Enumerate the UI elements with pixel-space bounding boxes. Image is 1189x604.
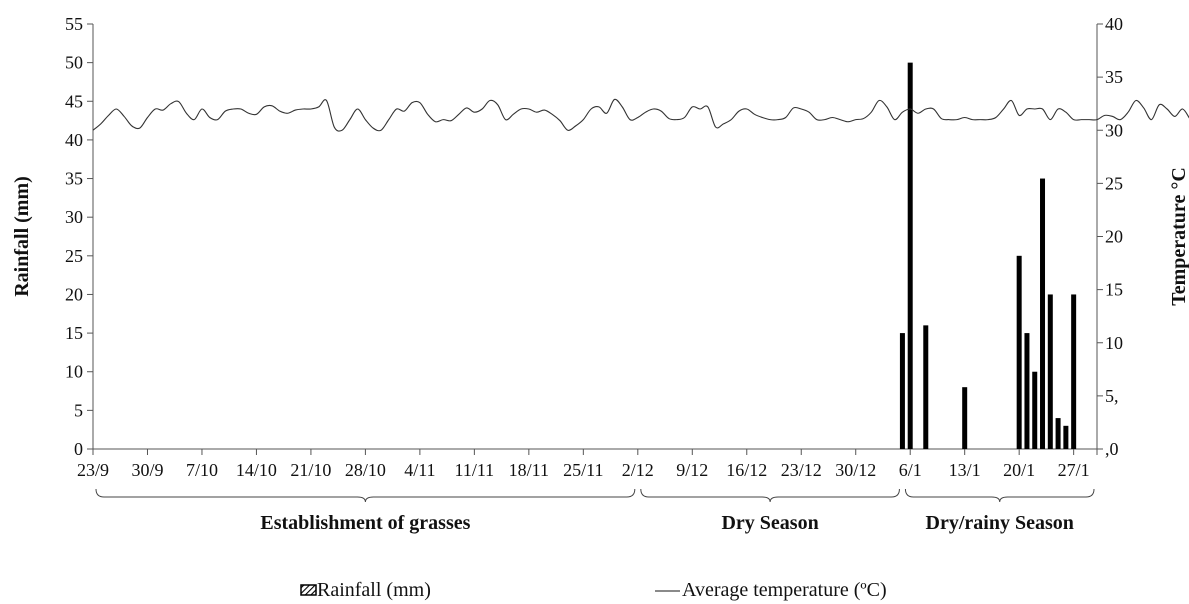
rainfall-bar <box>1032 371 1038 449</box>
temperature-line <box>92 98 1189 132</box>
season-bracket <box>904 488 1095 503</box>
x-tick-label: 7/10 <box>186 460 218 480</box>
x-tick-label: 14/10 <box>236 460 277 480</box>
season-bracket <box>640 488 900 503</box>
y-tick-label: 50 <box>65 53 83 73</box>
y-tick-label: 25 <box>65 246 83 266</box>
rainfall-bar <box>1063 425 1069 449</box>
chart-axes <box>87 23 1103 455</box>
y-tick-label: 10 <box>65 362 83 382</box>
season-label: Dry Season <box>721 512 818 534</box>
y2-axis-title: Temperature °C <box>1168 167 1189 306</box>
temperature-line-group <box>92 98 1189 132</box>
x-tick-label: 13/1 <box>949 460 981 480</box>
y-tick-label: 5 <box>74 400 83 420</box>
y-axis-title: Rainfall (mm) <box>11 176 33 297</box>
x-tick-label: 23/9 <box>77 460 109 480</box>
x-tick-label: 18/11 <box>509 460 549 480</box>
x-tick-label: 4/11 <box>404 460 435 480</box>
y2-tick-label: 40 <box>1105 14 1123 34</box>
chart-labels: 0 5 10 15 20 25 30 35 40 45 50 55 ,0 5, 10 15 20 25 30 35 40… <box>11 14 1189 480</box>
y2-tick-label: 20 <box>1105 227 1123 247</box>
y-tick-label: 35 <box>65 169 83 189</box>
y2-tick-label: 15 <box>1105 280 1123 300</box>
y-tick-label: 15 <box>65 323 83 343</box>
rainfall-bar <box>1055 418 1061 449</box>
rainfall-bar <box>1071 294 1077 449</box>
y-tick-label: 40 <box>65 130 83 150</box>
rainfall-bar <box>907 62 913 450</box>
rainfall-bar <box>1024 333 1030 449</box>
x-tick-label: 30/9 <box>131 460 163 480</box>
rainfall-bar <box>1047 294 1053 449</box>
x-tick-label: 28/10 <box>345 460 386 480</box>
y-tick-label: 45 <box>65 91 83 111</box>
season-brackets: Establishment of grasses Dry Season Dry/ra… <box>95 488 1095 534</box>
legend-temperature-label: Average temperature (ºC) <box>682 579 887 601</box>
season-bracket <box>95 488 636 503</box>
x-tick-label: 2/12 <box>622 460 654 480</box>
x-tick-label: 11/11 <box>455 460 495 480</box>
rainfall-bar <box>1016 255 1022 449</box>
x-tick-label: 16/12 <box>726 460 767 480</box>
y2-tick-label: 25 <box>1105 173 1123 193</box>
legend-rainfall-swatch <box>300 584 317 596</box>
season-label: Establishment of grasses <box>260 512 470 534</box>
rainfall-bar <box>899 333 905 449</box>
y2-tick-label: 10 <box>1105 333 1123 353</box>
x-tick-label: 27/1 <box>1058 460 1090 480</box>
x-tick-label: 21/10 <box>290 460 331 480</box>
season-label: Dry/rainy Season <box>926 512 1074 534</box>
y2-tick-label: 35 <box>1105 67 1123 87</box>
y-tick-label: 0 <box>74 439 83 459</box>
y-tick-label: 55 <box>65 14 83 34</box>
y-tick-label: 20 <box>65 284 83 304</box>
x-tick-label: 9/12 <box>676 460 708 480</box>
x-tick-label: 23/12 <box>781 460 822 480</box>
x-tick-label: 6/1 <box>899 460 922 480</box>
y2-tick-label: 5, <box>1105 386 1119 406</box>
rainfall-bars <box>899 62 1077 450</box>
y-tick-label: 30 <box>65 207 83 227</box>
legend-rainfall-label: Rainfall (mm) <box>317 579 431 601</box>
legend: Rainfall (mm) Average temperature (ºC) <box>300 579 887 601</box>
x-tick-label: 20/1 <box>1003 460 1035 480</box>
rainfall-bar <box>923 325 929 449</box>
y2-tick-label: ,0 <box>1105 439 1119 459</box>
x-tick-label: 25/11 <box>563 460 603 480</box>
rainfall-bar <box>962 387 968 449</box>
x-tick-label: 30/12 <box>835 460 876 480</box>
rainfall-bar <box>1040 178 1046 449</box>
y2-tick-label: 30 <box>1105 120 1123 140</box>
